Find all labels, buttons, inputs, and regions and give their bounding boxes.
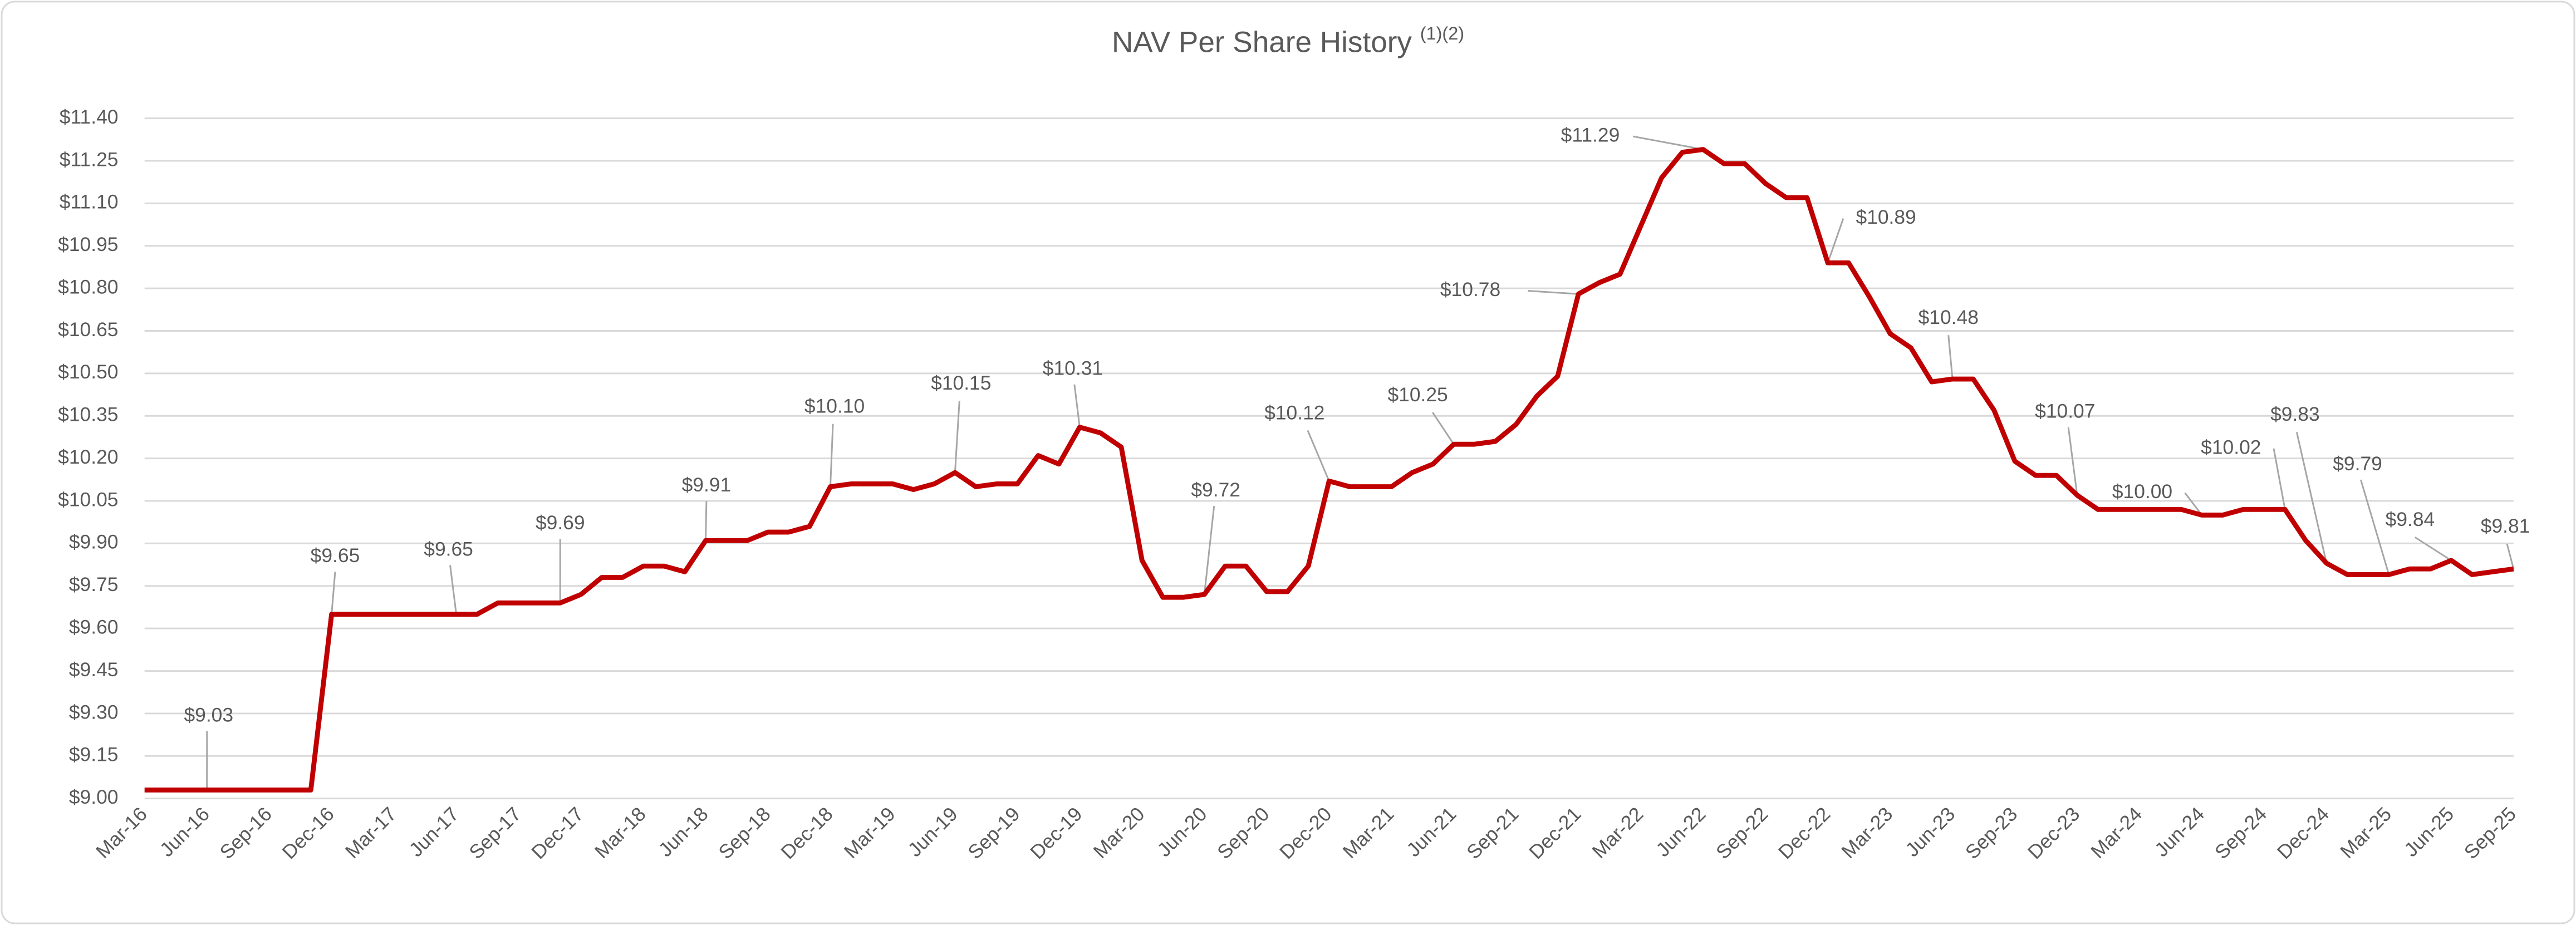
- leader-line: [2184, 492, 2203, 516]
- data-label: $10.07: [2035, 400, 2095, 422]
- title-note: (1)(2): [1420, 23, 1464, 43]
- leader-line: [2295, 432, 2328, 564]
- data-label: $9.79: [2333, 452, 2382, 475]
- leader-line: [2506, 543, 2515, 569]
- data-label: $9.69: [536, 511, 585, 534]
- leader-line: [331, 572, 336, 614]
- y-tick-label: $10.35: [58, 404, 118, 426]
- y-tick-label: $9.15: [69, 744, 119, 766]
- leader-line: [1203, 506, 1215, 595]
- data-label: $10.10: [804, 395, 865, 417]
- data-label: $9.83: [2270, 403, 2320, 425]
- leader-line: [1073, 384, 1081, 427]
- y-tick-label: $10.65: [58, 318, 118, 341]
- data-label: $9.65: [424, 538, 473, 560]
- data-label: $10.31: [1043, 357, 1103, 380]
- leader-line: [1632, 135, 1704, 151]
- leader-line: [449, 565, 458, 614]
- leader-line: [2067, 427, 2078, 496]
- y-tick-label: $9.75: [69, 573, 119, 596]
- y-tick-label: $9.60: [69, 616, 119, 638]
- y-tick-label: $9.90: [69, 531, 119, 553]
- y-tick-label: $10.95: [58, 233, 118, 255]
- leader-line: [829, 424, 834, 487]
- data-label: $10.02: [2201, 436, 2261, 458]
- data-label: $9.03: [184, 703, 233, 726]
- leader-line: [705, 501, 708, 541]
- y-tick-label: $9.45: [69, 658, 119, 681]
- data-label: $9.91: [682, 474, 732, 496]
- y-tick-label: $10.80: [58, 275, 118, 298]
- data-label: $10.15: [931, 372, 991, 394]
- leader-line: [954, 401, 960, 473]
- chart-title: NAV Per Share History (1)(2): [1112, 23, 1464, 59]
- data-label: $9.72: [1191, 479, 1240, 501]
- data-label: $11.29: [1561, 124, 1620, 146]
- y-tick-label: $11.25: [60, 148, 119, 170]
- leader-line: [1947, 335, 1954, 380]
- data-label: $9.84: [2386, 508, 2435, 530]
- data-label: $10.48: [1918, 306, 1979, 328]
- data-label: $10.89: [1856, 206, 1916, 228]
- leader-line: [2415, 537, 2452, 562]
- y-tick-label: $9.00: [69, 786, 119, 808]
- data-label: $10.25: [1387, 383, 1448, 406]
- y-tick-label: $9.30: [69, 701, 119, 723]
- leader-line: [1307, 430, 1330, 481]
- y-tick-label: $10.05: [58, 488, 118, 510]
- data-label: $9.81: [2481, 515, 2530, 537]
- y-tick-label: $10.50: [58, 361, 118, 383]
- y-tick-label: $11.10: [60, 191, 119, 213]
- leader-line: [2273, 448, 2286, 510]
- data-label: $10.78: [1440, 278, 1500, 301]
- y-tick-label: $10.20: [58, 446, 118, 468]
- data-label: $10.12: [1264, 401, 1324, 424]
- data-line: [144, 147, 2514, 793]
- y-tick-label: $11.40: [60, 106, 119, 128]
- leader-line: [2360, 479, 2390, 575]
- data-label: $10.00: [2112, 480, 2172, 503]
- leader-line: [1827, 218, 1844, 263]
- leader-line: [1528, 290, 1579, 295]
- leader-line: [1431, 412, 1455, 445]
- title-text: NAV Per Share History: [1112, 26, 1412, 59]
- data-label: $9.65: [311, 544, 360, 567]
